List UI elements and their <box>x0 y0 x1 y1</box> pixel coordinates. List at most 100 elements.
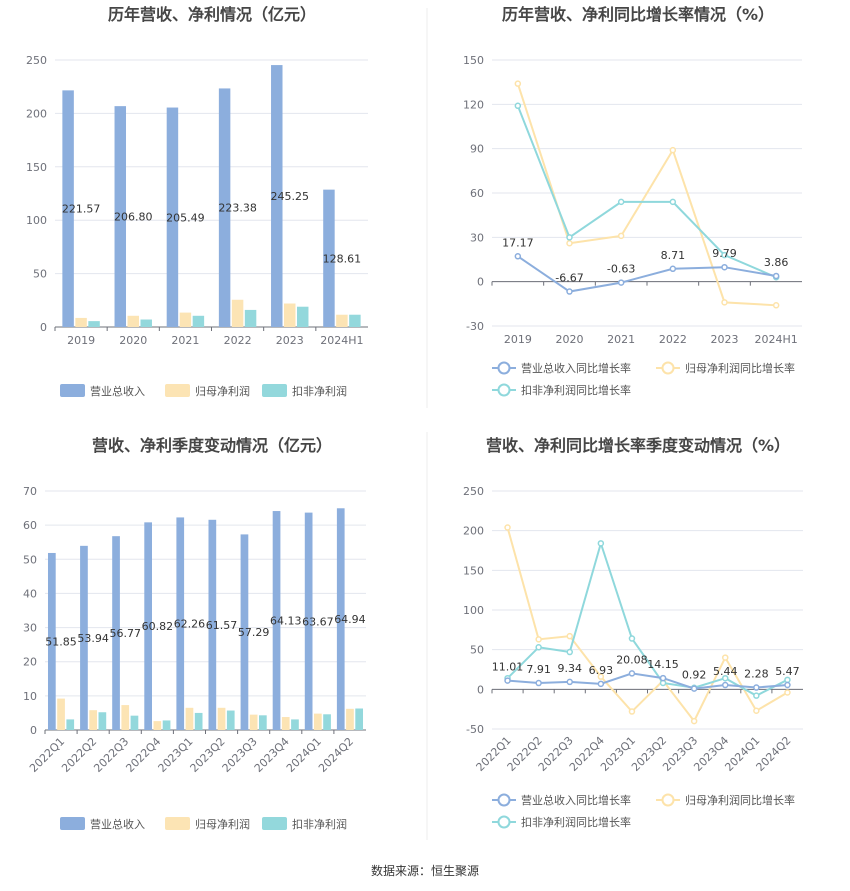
y-tick-label: 150 <box>463 54 484 67</box>
x-tick-label: 2024H1 <box>320 334 363 347</box>
bar-data-label: 221.57 <box>62 203 101 216</box>
bar-net-profit <box>284 303 296 327</box>
series-point <box>722 654 729 661</box>
bar-deducted-profit <box>88 321 100 327</box>
bar-revenue <box>166 107 179 327</box>
x-tick-label: 2019 <box>67 334 95 347</box>
series-point <box>628 708 636 715</box>
bar-data-label: 62.26 <box>174 618 206 631</box>
series-point <box>753 707 760 715</box>
x-tick-label: 2024H1 <box>755 333 798 346</box>
series-point <box>566 234 573 241</box>
y-tick-label: 50 <box>470 644 484 657</box>
line-data-label: 5.44 <box>713 665 738 678</box>
bar-revenue <box>176 517 185 730</box>
bar-data-label: 56.77 <box>110 627 142 640</box>
bar-revenue <box>304 512 313 730</box>
y-tick-label: -50 <box>466 723 484 736</box>
series-point <box>721 263 728 271</box>
series-point <box>721 299 728 306</box>
legend-label: 归母净利润同比增长率 <box>685 793 795 807</box>
bar-revenue <box>271 65 283 327</box>
legend-swatch <box>165 817 190 830</box>
bar-deducted-profit <box>192 315 205 327</box>
series-point <box>669 265 677 273</box>
series-point <box>669 198 677 206</box>
quarterly-growth-rate-chart: 营收、净利同比增长率季度变动情况（%） -50 0 50 100 150 200 250 202… <box>463 436 803 829</box>
line-data-label: 7.91 <box>526 663 551 676</box>
x-tick-label: 2022 <box>659 333 687 346</box>
series-point <box>784 681 791 689</box>
line-data-label: 11.01 <box>492 661 524 674</box>
legend-swatch <box>165 384 190 397</box>
bar-data-label: 63.67 <box>302 615 334 628</box>
series-point <box>721 251 728 259</box>
series-point <box>535 679 542 687</box>
data-source-note: 数据来源：恒生聚源 <box>370 864 479 878</box>
x-tick-label: 2020 <box>556 333 584 346</box>
bar-net-profit <box>179 312 192 327</box>
x-tick-label: 2022 <box>224 334 252 347</box>
series-point <box>504 524 511 531</box>
legend-label: 营业总收入同比增长率 <box>521 793 631 807</box>
bar-revenue <box>80 545 88 730</box>
bar-net-profit <box>313 713 322 730</box>
series-point <box>690 685 698 692</box>
x-tick-label: 2023 <box>276 334 304 347</box>
y-tick-label: 60 <box>470 187 484 200</box>
legend-marker <box>661 361 675 375</box>
legend-label: 营业总收入同比增长率 <box>521 361 631 375</box>
legend-marker <box>497 815 511 829</box>
bar-data-label: 128.61 <box>323 252 362 265</box>
bar-deducted-profit <box>140 319 152 327</box>
bar-revenue <box>323 189 335 327</box>
bar-data-label: 223.38 <box>218 202 257 215</box>
x-tick-label: 2020 <box>119 334 147 347</box>
y-tick-label: 90 <box>470 143 484 156</box>
y-tick-label: 40 <box>23 587 37 600</box>
series-point <box>597 540 605 547</box>
legend-label: 扣非净利润同比增长率 <box>521 383 631 397</box>
legend-label: 归母净利润 <box>195 384 250 398</box>
y-tick-label: 60 <box>23 519 37 532</box>
bar-data-label: 60.82 <box>142 620 174 633</box>
x-tick-label: 2024Q2 <box>316 735 356 775</box>
y-tick-label: 200 <box>26 107 47 120</box>
series-point <box>722 681 729 689</box>
line-data-label: 20.08 <box>616 653 648 666</box>
x-tick-label: 2021 <box>607 333 635 346</box>
series-point <box>628 635 636 642</box>
y-tick-label: 70 <box>23 485 37 498</box>
y-tick-label: 250 <box>463 485 484 498</box>
annual-growth-rate-chart: 历年营收、净利同比增长率情况（%） -30 0 30 60 90 120 150 2019 202… <box>463 5 802 397</box>
legend-swatch <box>262 817 287 830</box>
y-tick-label: 150 <box>26 161 47 174</box>
series-point <box>566 288 573 295</box>
series-point <box>566 678 573 686</box>
line-data-label: 9.34 <box>558 662 583 675</box>
line-data-label: 2.28 <box>744 668 769 681</box>
line-data-label: 9.79 <box>712 247 737 260</box>
legend-swatch <box>60 817 85 830</box>
series-line-revenue <box>507 672 788 690</box>
legend-swatch <box>60 384 85 397</box>
bar-deducted-profit <box>259 715 267 730</box>
y-tick-label: 200 <box>463 525 484 538</box>
legend-label: 营业总收入 <box>90 817 145 831</box>
series-point <box>753 684 760 691</box>
bar-deducted-profit <box>323 714 331 730</box>
bar-deducted-profit <box>130 715 139 730</box>
legend-label: 归母净利润同比增长率 <box>685 361 795 375</box>
bar-data-label: 51.85 <box>45 635 77 648</box>
bar-deducted-profit <box>296 306 309 327</box>
legend-swatch <box>262 384 287 397</box>
line-data-label: 5.47 <box>775 665 800 678</box>
bar-revenue <box>114 106 127 327</box>
legend-marker <box>497 383 511 397</box>
bar-deducted-profit <box>66 719 75 730</box>
bar-revenue <box>240 534 249 730</box>
y-tick-label: 250 <box>26 54 47 67</box>
chart-title: 营收、净利同比增长率季度变动情况（%） <box>486 436 790 455</box>
x-tick-label: 2024Q2 <box>754 734 794 774</box>
bar-net-profit <box>217 707 226 730</box>
